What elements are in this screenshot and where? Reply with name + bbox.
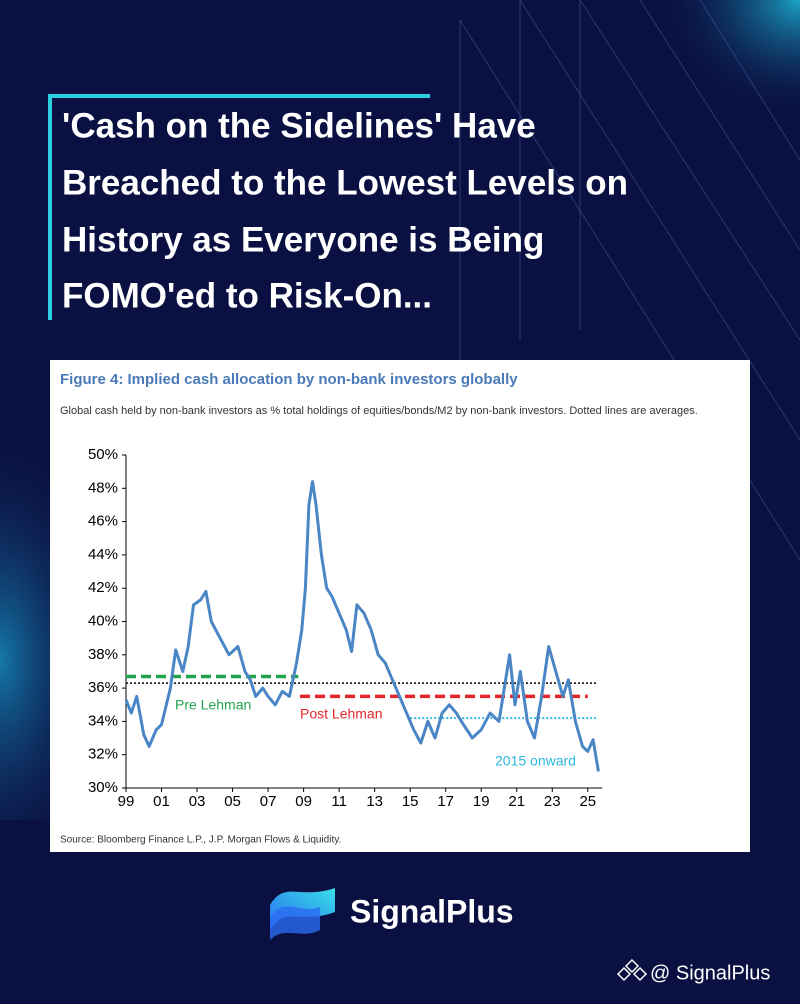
logo	[270, 888, 335, 940]
y-tick-label: 34%	[88, 712, 118, 729]
chart-panel	[50, 360, 750, 852]
title-line: FOMO'ed to Risk-On...	[62, 276, 432, 315]
reference-label: 2015 onward	[495, 753, 576, 769]
y-tick-label: 36%	[88, 679, 118, 696]
brand-name: SignalPlus	[350, 893, 514, 929]
y-tick-label: 38%	[88, 646, 118, 663]
logo-mark	[270, 906, 320, 940]
x-tick-label: 25	[579, 793, 596, 810]
y-tick-label: 42%	[88, 579, 118, 596]
y-tick-label: 32%	[88, 746, 118, 763]
x-tick-label: 07	[260, 793, 277, 810]
y-tick-label: 30%	[88, 779, 118, 796]
decor-lines	[459, 0, 800, 561]
x-tick-label: 17	[437, 793, 454, 810]
x-tick-label: 21	[508, 793, 525, 810]
x-tick-label: 99	[118, 793, 135, 810]
series-line	[124, 480, 600, 772]
y-tick-label: 48%	[88, 479, 118, 496]
y-tick-label: 44%	[88, 546, 118, 563]
x-tick-label: 15	[402, 793, 419, 810]
x-tick-label: 13	[366, 793, 383, 810]
title-line: History as Everyone is Being	[62, 220, 544, 259]
chart-title: Figure 4: Implied cash allocation by non…	[60, 371, 518, 388]
y-tick-label: 46%	[88, 513, 118, 530]
chart-subtitle: Global cash held by non-bank investors a…	[60, 405, 698, 417]
plot: 30% 32% 34% 36% 38% 40% 42% 44% 46% 48% 50% 99 01 03 0…	[88, 446, 602, 810]
title-accent	[48, 94, 430, 320]
x-tick-label: 03	[189, 793, 206, 810]
reference-label: Post Lehman	[300, 706, 383, 722]
y-tick-label: 50%	[88, 446, 118, 463]
x-tick-label: 23	[544, 793, 561, 810]
reference-label: Pre Lehman	[175, 697, 251, 713]
y-tick-label: 40%	[88, 612, 118, 629]
x-tick-label: 09	[295, 793, 312, 810]
x-tick-label: 05	[224, 793, 241, 810]
x-tick-label: 19	[473, 793, 490, 810]
glow	[560, 0, 800, 200]
handle-icon	[616, 958, 648, 982]
x-tick-label: 01	[153, 793, 170, 810]
title-line: 'Cash on the Sidelines' Have	[62, 106, 536, 145]
chart-source: Source: Bloomberg Finance L.P., J.P. Mor…	[60, 835, 341, 846]
x-tick-label: 11	[331, 793, 347, 810]
brand-handle: @ SignalPlus	[650, 962, 770, 984]
title-line: Breached to the Lowest Levels on	[62, 163, 628, 202]
